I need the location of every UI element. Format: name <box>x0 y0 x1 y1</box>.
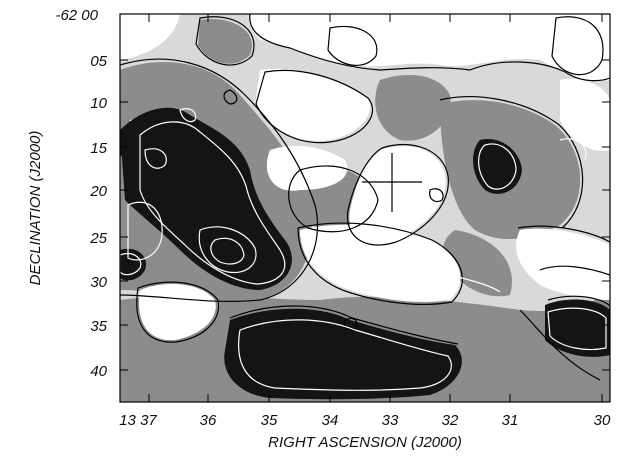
y-tick-labels: -62 00 05 10 15 20 25 30 35 40 <box>55 7 107 380</box>
contours-white <box>120 108 607 391</box>
y-tick-label: 05 <box>90 53 107 70</box>
map-image <box>120 14 610 402</box>
x-tick-label: 32 <box>442 412 459 429</box>
y-axis-title: DECLINATION (J2000) <box>27 131 44 286</box>
white-regions <box>120 14 610 341</box>
y-tick-label: 40 <box>90 363 107 380</box>
y-tick-label: 35 <box>90 318 107 335</box>
x-tick-label: 13 37 <box>119 412 157 429</box>
contours-black <box>120 14 610 381</box>
x-tick-label: 36 <box>200 412 217 429</box>
plot-frame <box>119 13 611 403</box>
x-tick-labels: 13 37 36 35 34 33 32 31 30 <box>119 412 611 429</box>
cross-marker <box>362 153 422 212</box>
x-tick-label: 35 <box>261 412 278 429</box>
axis-ticks <box>120 14 610 402</box>
y-tick-label: 20 <box>89 183 107 200</box>
x-tick-label: 34 <box>322 412 339 429</box>
y-tick-label: 30 <box>90 274 107 291</box>
y-tick-label: 10 <box>90 95 107 112</box>
y-tick-label: 15 <box>90 140 107 157</box>
y-tick-label: 25 <box>89 230 107 247</box>
x-tick-label: 33 <box>382 412 399 429</box>
x-tick-label: 30 <box>594 412 611 429</box>
x-axis-title: RIGHT ASCENSION (J2000) <box>268 434 462 451</box>
x-tick-label: 31 <box>502 412 519 429</box>
dark-regions <box>120 107 610 400</box>
y-tick-label: -62 00 <box>55 7 98 24</box>
